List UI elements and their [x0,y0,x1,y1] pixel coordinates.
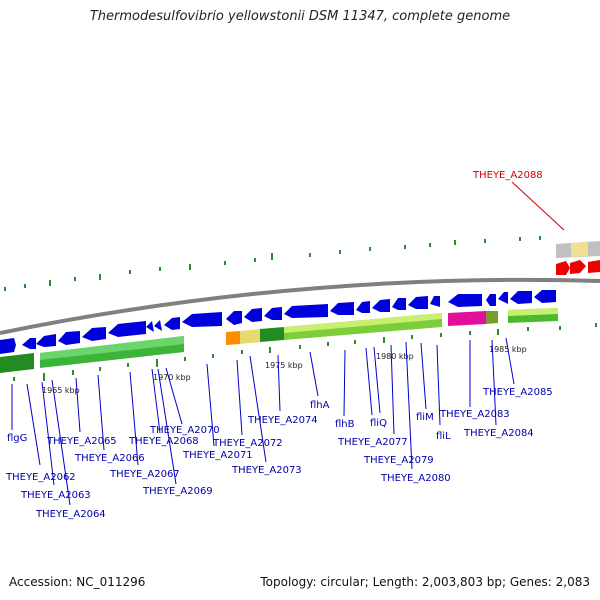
gene-label[interactable]: THEYE_A2067 [109,469,180,480]
gene-label[interactable]: THEYE_A2072 [212,438,283,449]
tick-label-1970: 1970 kbp [153,373,191,382]
highlight-connector [511,181,565,231]
accession-text: Accession: NC_011296 [9,575,146,589]
gene-label[interactable]: fliQ [370,418,387,429]
outer-tick-marks [4,236,541,291]
gene-label[interactable]: THEYE_A2083 [439,409,510,420]
label-leader-lines [11,337,515,506]
gene-label[interactable]: THEYE_A2073 [231,465,302,476]
gene-labels: flgG THEYE_A2062 THEYE_A2063 THEYE_A2064… [5,387,553,520]
gene-label[interactable]: THEYE_A2074 [247,415,318,426]
gene-label[interactable]: THEYE_A2080 [380,473,451,484]
gene-label[interactable]: THEYE_A2071 [182,450,253,461]
green-gene-track [0,308,558,373]
gene-label[interactable]: flhA [310,400,330,411]
gene-label[interactable]: fliL [436,431,451,442]
gene-label[interactable]: THEYE_A2068 [128,436,199,447]
map-title: Thermodesulfovibrio yellowstonii DSM 113… [89,9,511,24]
gene-label[interactable]: THEYE_A2063 [20,490,91,501]
gene-label[interactable]: THEYE_A2084 [463,428,534,439]
gene-label[interactable]: THEYE_A2085 [482,387,553,398]
gene-label[interactable]: THEYE_A2066 [74,453,145,464]
gene-label[interactable]: THEYE_A2064 [35,509,106,520]
backbone-line [0,277,600,335]
gene-label[interactable]: flgG [7,433,27,444]
gene-label[interactable]: THEYE_A2069 [142,486,213,497]
gene-label[interactable]: fliM [416,412,434,423]
gene-label[interactable]: THEYE_A2070 [149,425,220,436]
gene-label[interactable]: THEYE_A2079 [363,455,434,466]
gene-label[interactable]: THEYE_A2062 [5,472,76,483]
tick-label-1975: 1975 kbp [265,361,303,370]
tick-label-1980: 1980 kbp [376,352,414,361]
inner-tick-marks [13,323,597,381]
blue-gene-track [0,290,556,354]
highlight-label[interactable]: THEYE_A2088 [472,170,543,181]
gene-label[interactable]: THEYE_A2077 [337,437,408,448]
gene-label[interactable]: flhB [335,419,355,430]
tick-label-1965: 1965 kbp [42,386,80,395]
highlight-region [511,181,600,275]
genome-summary-text: Topology: circular; Length: 2,003,803 bp… [260,575,590,589]
gene-label[interactable]: THEYE_A2065 [46,436,117,447]
